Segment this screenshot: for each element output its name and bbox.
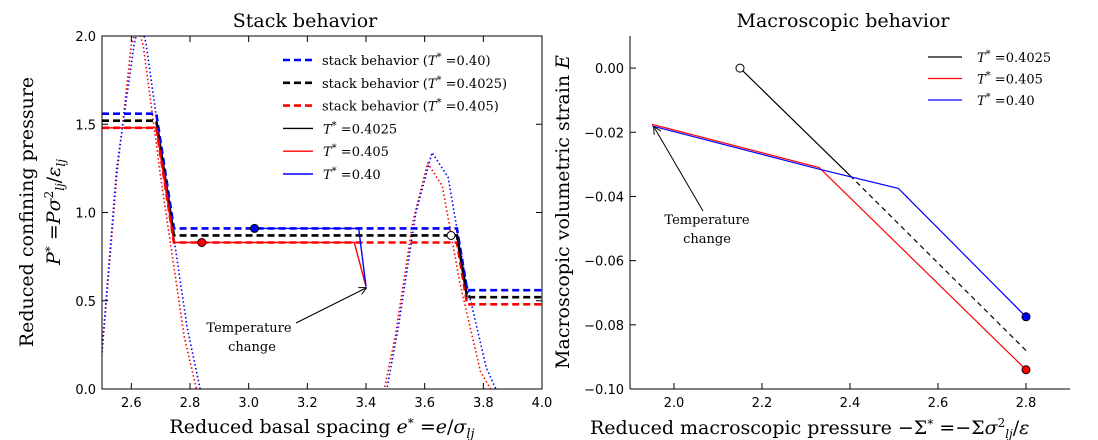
left-annotation-line1: Temperature	[206, 321, 291, 336]
left-xtick-label: 3.0	[238, 396, 259, 411]
right-ytick-label: −0.04	[584, 190, 624, 205]
right-legend-label: T* =0.40	[977, 92, 1035, 109]
left-ytick-label: 2.0	[75, 30, 96, 45]
left-xtick-label: 3.6	[414, 396, 435, 411]
left-ytick-label: 1.5	[75, 118, 96, 133]
left-ytick-label: 0.5	[75, 295, 96, 310]
left-marker-2	[446, 230, 456, 240]
right-annotation-line1: Temperature	[664, 213, 749, 228]
right-marker-0	[735, 63, 745, 73]
right-ytick-label: −0.08	[584, 319, 624, 334]
right-y-axis-label: Macroscopic volumetric strain E	[552, 55, 574, 369]
right-series-3	[651, 125, 1027, 318]
right-xtick-label: 2.6	[928, 396, 949, 411]
left-annotation-line2: change	[228, 340, 276, 355]
dotted-curve-2	[383, 162, 492, 389]
left-marker-1	[197, 238, 207, 248]
left-xtick-label: 4.0	[532, 396, 553, 411]
stack-behavior-chart: 2.6 2.8 3.0 3.2 3.4 3.6 3.8 4.00.00.51.01.52.0 …	[16, 10, 552, 440]
left-ytick-label: 1.0	[75, 207, 96, 222]
right-xtick-label: 2.2	[752, 396, 773, 411]
left-y-axis-formula: P* =Pσ2lj/εlj	[42, 159, 68, 266]
left-legend-label: stack behavior (T* =0.40)	[322, 52, 491, 69]
left-series-4	[102, 127, 367, 287]
right-chart-title: Macroscopic behavior	[737, 10, 951, 32]
left-series-2	[102, 126, 542, 306]
right-ytick-label: −0.06	[584, 255, 624, 270]
right-legend-label: T* =0.405	[977, 71, 1043, 88]
right-ytick-label: 0.00	[595, 62, 624, 77]
left-xtick-label: 3.8	[473, 396, 494, 411]
right-marker-1	[1021, 312, 1031, 322]
left-chart-title: Stack behavior	[233, 10, 378, 32]
right-annotation-arrow	[654, 127, 704, 212]
right-xtick-label: 2.4	[840, 396, 861, 411]
left-marker-0	[250, 223, 260, 233]
right-annotation: Temperature change	[654, 127, 750, 247]
right-series-0	[739, 67, 851, 177]
left-legend-label: T* =0.40	[323, 166, 381, 183]
left-annotation: Temperature change	[206, 288, 366, 355]
left-legend: stack behavior (T* =0.40) stack behavior …	[283, 52, 507, 183]
left-legend-label: stack behavior (T* =0.405)	[322, 98, 499, 115]
left-legend-label: T* =0.4025	[323, 120, 397, 137]
left-y-axis-label: Reduced confining pressure	[16, 77, 38, 347]
right-x-axis-label: Reduced macroscopic pressure −Σ* =−Σσ2lj…	[590, 416, 1029, 440]
right-annotation-line2: change	[683, 232, 731, 247]
right-legend-label: T* =0.4025	[977, 49, 1051, 66]
left-x-axis-label: Reduced basal spacing e* =e/σlj	[169, 416, 474, 440]
left-ytick-label: 0.0	[75, 383, 96, 398]
left-legend-label: stack behavior (T* =0.4025)	[322, 75, 507, 92]
dotted-curve-3	[386, 151, 497, 389]
left-xtick-label: 2.6	[121, 396, 142, 411]
left-series-1	[102, 119, 542, 299]
left-xtick-label: 2.8	[180, 396, 201, 411]
dotted-curve-0	[102, 36, 198, 389]
right-xtick-label: 2.0	[664, 396, 685, 411]
macroscopic-behavior-chart: 2.0 2.2 2.4 2.6 2.8 0.00 −0.02 −0.04 −0.06 −0.08 −…	[552, 10, 1070, 440]
right-marker-2	[1021, 365, 1031, 375]
right-series-1	[849, 175, 1027, 351]
right-legend: T* =0.4025 T* =0.405 T* =0.40	[928, 49, 1051, 109]
left-legend-label: T* =0.405	[323, 143, 389, 160]
right-xtick-label: 2.8	[1016, 396, 1037, 411]
left-series-5	[254, 227, 367, 287]
right-series-2	[651, 123, 1027, 371]
left-xtick-label: 3.2	[297, 396, 318, 411]
right-ytick-label: −0.02	[584, 126, 624, 141]
right-ytick-label: −0.10	[584, 383, 624, 398]
left-annotation-arrow	[295, 288, 366, 324]
left-xtick-label: 3.4	[356, 396, 377, 411]
